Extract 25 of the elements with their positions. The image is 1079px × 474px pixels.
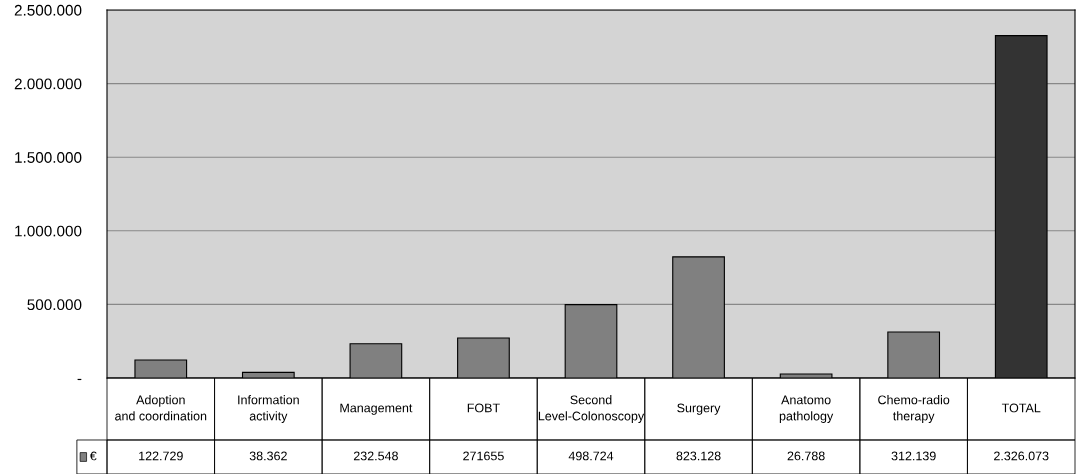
data-label: 823.128 (676, 451, 721, 461)
data-label: 26.788 (787, 451, 825, 461)
x-tick-label: Chemo-radio therapy (878, 395, 950, 423)
x-tick-label: Second Level-Colonoscopy (538, 395, 645, 423)
x-tick-label: Management (340, 403, 413, 415)
data-label: 271655 (463, 451, 504, 461)
y-tick-label: 1.000.000 (15, 225, 82, 237)
x-tick-label: Information activity (238, 395, 299, 423)
data-label: 312.139 (891, 451, 936, 461)
y-tick-label: 2.000.000 (14, 78, 82, 90)
x-tick-label: TOTAL (1001, 403, 1041, 413)
y-tick-label: - (77, 378, 82, 381)
x-tick-label: Surgery (677, 403, 721, 415)
y-tick-label: 500.000 (27, 299, 82, 311)
data-label: 498.724 (568, 451, 614, 461)
y-tick-label: 2.500.000 (14, 4, 82, 16)
y-tick-label: 1.500.000 (15, 152, 82, 163)
x-tick-label: FOBT (467, 403, 500, 413)
data-label: 38.362 (249, 451, 287, 461)
data-label: 122.729 (139, 451, 183, 461)
legend-label: € (89, 451, 97, 461)
x-tick-label: Adoption and coordination (115, 395, 207, 421)
x-tick-label: Anatomo pathology (779, 395, 834, 423)
data-label: 232.548 (353, 451, 398, 461)
data-label: 2.326.073 (994, 451, 1049, 461)
